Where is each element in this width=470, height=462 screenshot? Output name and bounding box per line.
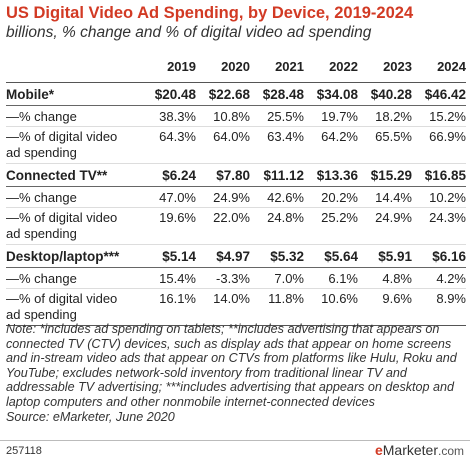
logo-domain: .com [437, 444, 464, 458]
table-cell: 64.0% [196, 126, 250, 164]
table-cell: $5.91 [358, 244, 412, 268]
table-cell: 4.2% [412, 267, 466, 289]
row-label: —% of digital video ad spending [6, 288, 142, 326]
table-cell: 19.7% [304, 105, 358, 127]
emarketer-logo: eMarketer.com [375, 442, 464, 458]
chart-subtitle: billions, % change and % of digital vide… [6, 24, 372, 41]
table-row: —% change 15.4% -3.3% 7.0% 6.1% 4.8% 4.2% [6, 267, 466, 289]
table-cell: $22.68 [196, 82, 250, 106]
table-cell: 10.6% [304, 288, 358, 326]
source-text: Source: eMarketer, June 2020 [6, 409, 175, 424]
table-cell: $15.29 [358, 163, 412, 187]
year-header: 2021 [250, 50, 304, 83]
table-cell: 4.8% [358, 267, 412, 289]
table-cell: $6.24 [142, 163, 196, 187]
row-label-line: ad spending [6, 307, 77, 322]
table-row: —% of digital video ad spending 19.6% 22.0%… [6, 207, 466, 245]
data-table: 2019 2020 2021 2022 2023 2024 Mobile* $20… [6, 50, 466, 326]
table-cell: $34.08 [304, 82, 358, 106]
year-header: 2024 [412, 50, 466, 83]
table-cell: $11.12 [250, 163, 304, 187]
row-label-line: —% of digital video [6, 291, 118, 306]
table-cell: 64.2% [304, 126, 358, 164]
table-cell: 24.8% [250, 207, 304, 245]
table-cell: $16.85 [412, 163, 466, 187]
table-cell: $7.80 [196, 163, 250, 187]
row-label-line: ad spending [6, 226, 77, 241]
table-cell: $4.97 [196, 244, 250, 268]
table-cell: 66.9% [412, 126, 466, 164]
row-label: —% of digital video ad spending [6, 126, 142, 164]
table-row: Desktop/laptop*** $5.14 $4.97 $5.32 $5.64 $5.… [6, 244, 466, 268]
table-cell: 19.6% [142, 207, 196, 245]
table-row: —% change 38.3% 10.8% 25.5% 19.7% 18.2% 15.2% [6, 105, 466, 127]
table-row: —% of digital video ad spending 64.3% 64.0%… [6, 126, 466, 164]
table-cell: -3.3% [196, 267, 250, 289]
table-cell: 8.9% [412, 288, 466, 326]
table-cell: 24.9% [358, 207, 412, 245]
table-cell: 38.3% [142, 105, 196, 127]
row-label-line: ad spending [6, 145, 77, 160]
table-cell: 63.4% [250, 126, 304, 164]
table-row: Connected TV** $6.24 $7.80 $11.12 $13.36 $15.… [6, 163, 466, 187]
header-corner [6, 50, 142, 83]
chart-id: 257118 [6, 445, 42, 457]
table-cell: $5.64 [304, 244, 358, 268]
table-cell: 18.2% [358, 105, 412, 127]
table-row: —% of digital video ad spending 16.1% 14.0%… [6, 288, 466, 326]
table-row: —% change 47.0% 24.9% 42.6% 20.2% 14.4% 10.2% [6, 186, 466, 208]
table-cell: 22.0% [196, 207, 250, 245]
table-cell: 15.2% [412, 105, 466, 127]
table-cell: 47.0% [142, 186, 196, 208]
table-cell: $6.16 [412, 244, 466, 268]
year-header: 2022 [304, 50, 358, 83]
table-cell: 14.4% [358, 186, 412, 208]
row-label: Desktop/laptop*** [6, 244, 142, 268]
table-cell: 6.1% [304, 267, 358, 289]
table-cell: 14.0% [196, 288, 250, 326]
table-cell: 11.8% [250, 288, 304, 326]
table-cell: 64.3% [142, 126, 196, 164]
table-cell: $13.36 [304, 163, 358, 187]
row-label-line: —% of digital video [6, 129, 118, 144]
footnote: Note: *includes ad spending on tablets; … [6, 322, 468, 424]
table-cell: 10.8% [196, 105, 250, 127]
footer: 257118 eMarketer.com [0, 440, 470, 462]
table-cell: 25.2% [304, 207, 358, 245]
table-cell: 9.6% [358, 288, 412, 326]
row-label: —% change [6, 267, 142, 289]
table-cell: $46.42 [412, 82, 466, 106]
table-cell: $5.14 [142, 244, 196, 268]
chart-title: US Digital Video Ad Spending, by Device,… [6, 4, 414, 22]
table-cell: $20.48 [142, 82, 196, 106]
row-label: Connected TV** [6, 163, 142, 187]
row-label: Mobile* [6, 82, 142, 106]
row-label: —% change [6, 105, 142, 127]
table-cell: 16.1% [142, 288, 196, 326]
logo-name: Marketer [382, 442, 438, 458]
table-cell: 10.2% [412, 186, 466, 208]
table-cell: 25.5% [250, 105, 304, 127]
logo-prefix: e [374, 442, 383, 458]
table-cell: 24.3% [412, 207, 466, 245]
table-row: Mobile* $20.48 $22.68 $28.48 $34.08 $40.28 $46… [6, 82, 466, 106]
table-cell: 24.9% [196, 186, 250, 208]
table-cell: 7.0% [250, 267, 304, 289]
row-label: —% of digital video ad spending [6, 207, 142, 245]
table-cell: $40.28 [358, 82, 412, 106]
year-header: 2023 [358, 50, 412, 83]
table-cell: 20.2% [304, 186, 358, 208]
row-label-line: —% of digital video [6, 210, 118, 225]
table-cell: $28.48 [250, 82, 304, 106]
year-header: 2019 [142, 50, 196, 83]
table-cell: 42.6% [250, 186, 304, 208]
note-text: Note: *includes ad spending on tablets; … [6, 322, 457, 409]
table-cell: 65.5% [358, 126, 412, 164]
table-cell: 15.4% [142, 267, 196, 289]
year-header: 2020 [196, 50, 250, 83]
table-cell: $5.32 [250, 244, 304, 268]
row-label: —% change [6, 186, 142, 208]
header-row: 2019 2020 2021 2022 2023 2024 [6, 50, 466, 83]
